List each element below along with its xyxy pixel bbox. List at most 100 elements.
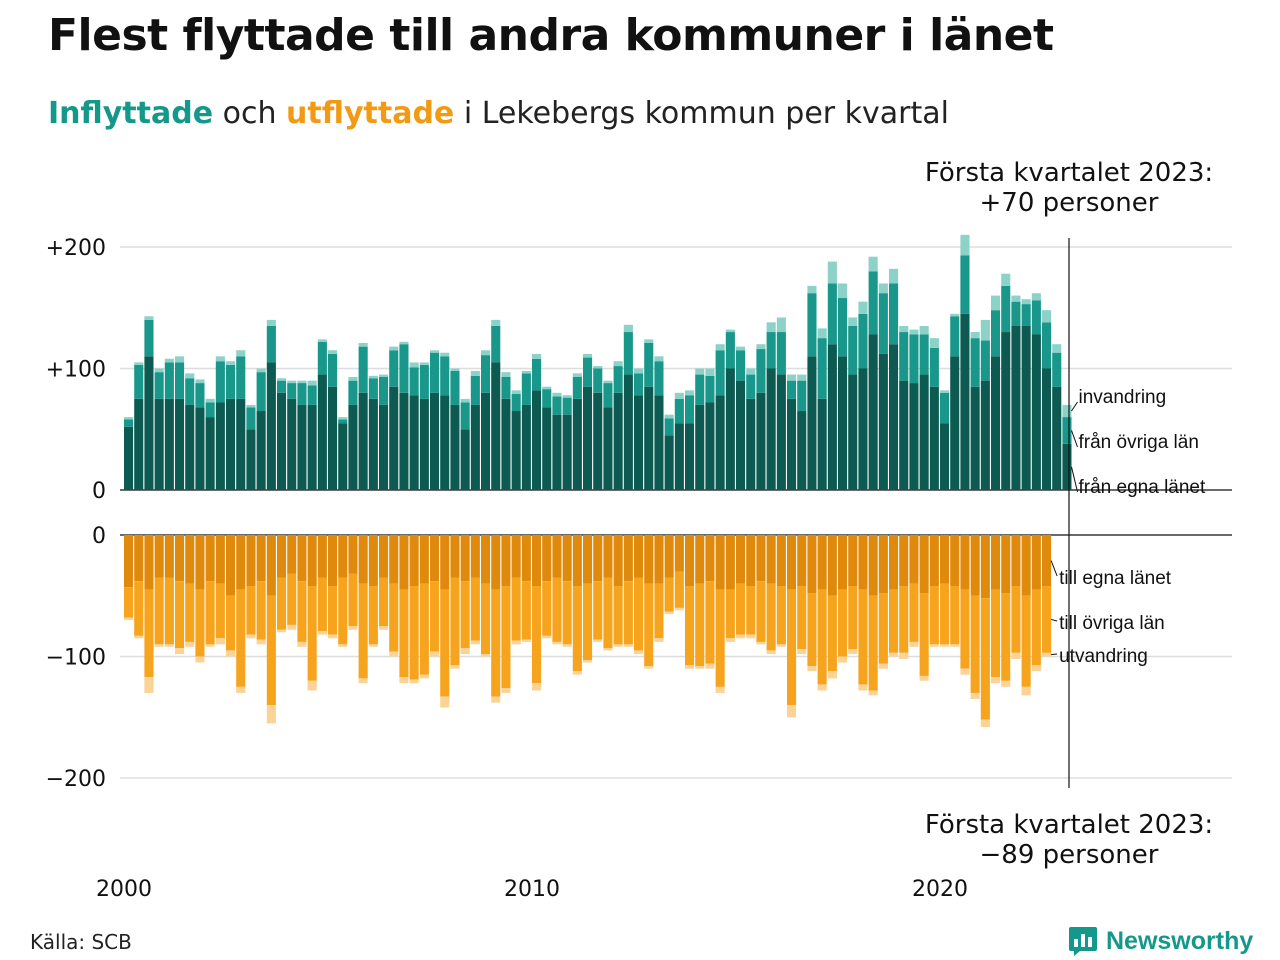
inflow-bar-other-counties — [368, 378, 378, 399]
outflow-bar-emigration — [185, 641, 195, 647]
outflow-bar-other-counties — [297, 581, 307, 642]
inflow-bar-own-county — [838, 356, 848, 490]
inflow-bar-immigration — [991, 295, 1001, 311]
outflow-bar-other-counties — [246, 586, 256, 635]
brand-logo[interactable]: Newsworthy — [1068, 925, 1253, 957]
inflow-bar-immigration — [919, 325, 929, 335]
inflow-bar-immigration — [980, 319, 990, 341]
inflow-bar-other-counties — [317, 341, 327, 375]
inflow-bar-other-counties — [256, 372, 266, 412]
inflow-bar-other-counties — [776, 332, 786, 375]
inflow-bar-own-county — [674, 423, 684, 490]
outflow-bar-own-county — [827, 535, 837, 596]
inflow-bar-own-county — [287, 398, 297, 490]
outflow-bar-emigration — [878, 663, 888, 669]
outflow-bar-other-counties — [1011, 586, 1021, 653]
outflow-bar-other-counties — [338, 577, 348, 645]
inflow-bar-immigration — [175, 356, 185, 363]
outflow-bar-other-counties — [848, 586, 858, 650]
inflow-bar-immigration — [246, 404, 256, 408]
outflow-bar-own-county — [960, 535, 970, 590]
outflow-bar-other-counties — [215, 583, 225, 639]
inflow-bar-own-county — [460, 429, 470, 490]
outflow-bar-own-county — [226, 535, 236, 596]
inflow-bar-immigration — [593, 366, 603, 369]
inflow-bar-other-counties — [715, 350, 725, 396]
outflow-bar-own-county — [909, 535, 919, 584]
outflow-label-connector — [1050, 560, 1058, 577]
outflow-bar-emigration — [1031, 665, 1041, 672]
inflow-bar-other-counties — [287, 383, 297, 399]
outflow-bar-own-county — [889, 535, 899, 590]
inflow-bar-other-counties — [705, 375, 715, 403]
inflow-bar-other-counties — [450, 370, 460, 405]
inflow-bar-own-county — [317, 374, 327, 490]
outflow-bar-other-counties — [256, 581, 266, 640]
outflow-bar-emigration — [134, 635, 144, 639]
inflow-bar-other-counties — [644, 342, 654, 387]
inflow-bar-immigration — [838, 283, 848, 299]
outflow-bar-emigration — [307, 680, 317, 691]
outflow-bar-other-counties — [644, 583, 654, 667]
outflow-bar-own-county — [562, 535, 572, 582]
outflow-bar-other-counties — [389, 583, 399, 652]
inflow-bar-other-counties — [164, 362, 174, 399]
outflow-bar-emigration — [766, 650, 776, 655]
inflow-bar-own-county — [797, 411, 807, 490]
inflow-bar-other-counties — [185, 378, 195, 405]
inflow-bar-immigration — [287, 380, 297, 384]
outflow-bar-other-counties — [205, 581, 215, 645]
inflow-bar-other-counties — [440, 356, 450, 396]
outflow-bar-own-county — [552, 535, 562, 578]
inflow-bar-immigration — [226, 361, 236, 365]
outflow-bar-emigration — [603, 647, 613, 651]
inflow-bar-own-county — [297, 404, 307, 490]
inflow-bar-own-county — [430, 392, 440, 490]
outflow-bar-emigration — [287, 624, 297, 630]
outflow-bar-emigration — [674, 607, 684, 611]
outflow-bar-own-county — [705, 535, 715, 582]
inflow-bar-own-county — [205, 417, 215, 490]
outflow-bar-other-counties — [991, 589, 1001, 678]
inflow-bar-other-counties — [144, 319, 154, 357]
inflow-bar-other-counties — [236, 356, 246, 399]
inflow-bar-own-county — [603, 407, 613, 490]
outflow-bar-emigration — [460, 647, 470, 655]
outflow-bar-own-county — [256, 535, 266, 582]
inflow-bar-own-county — [236, 398, 246, 490]
inflow-bar-own-county — [970, 386, 980, 490]
outflow-bar-emigration — [389, 651, 399, 657]
subtitle-rest: i Lekebergs kommun per kvartal — [463, 96, 949, 131]
outflow-bar-emigration — [889, 652, 899, 657]
outflow-bar-other-counties — [195, 589, 205, 657]
outflow-bar-other-counties — [501, 586, 511, 689]
inflow-bar-immigration — [266, 319, 276, 326]
outflow-bar-other-counties — [940, 583, 950, 645]
x-tick-labels: 2000 2010 2020 — [96, 877, 968, 902]
inflow-bar-other-counties — [430, 352, 440, 393]
inflow-bar-own-county — [909, 383, 919, 490]
inflow-bar-own-county — [756, 392, 766, 490]
inflow-bar-other-counties — [787, 380, 797, 399]
chart-subtitle: Inflyttade och utflyttade i Lekebergs ko… — [48, 96, 949, 131]
inflow-bar-immigration — [491, 319, 501, 326]
inflow-bar-own-county — [562, 414, 572, 490]
outflow-bar-other-counties — [379, 577, 389, 627]
inflow-ytick-label: 0 — [92, 479, 106, 504]
inflow-bar-immigration — [776, 317, 786, 333]
outflow-bar-emigration — [980, 719, 990, 727]
inflow-bar-other-counties — [226, 364, 236, 399]
outflow-bar-own-county — [450, 535, 460, 578]
inflow-bar-immigration — [307, 380, 317, 386]
inflow-bar-other-counties — [725, 332, 735, 369]
outflow-bar-emigration — [368, 644, 378, 647]
inflow-bar-own-county — [583, 386, 593, 490]
x-tick-label: 2020 — [912, 877, 968, 902]
outflow-bar-emigration — [562, 644, 572, 647]
outflow-bar-emigration — [756, 641, 766, 645]
outflow-bar-own-county — [848, 535, 858, 587]
inflow-bar-other-counties — [470, 375, 480, 405]
inflow-bar-other-counties — [766, 332, 776, 369]
inflow-bar-immigration — [552, 392, 562, 397]
outflow-ytick-label: −100 — [46, 646, 106, 671]
